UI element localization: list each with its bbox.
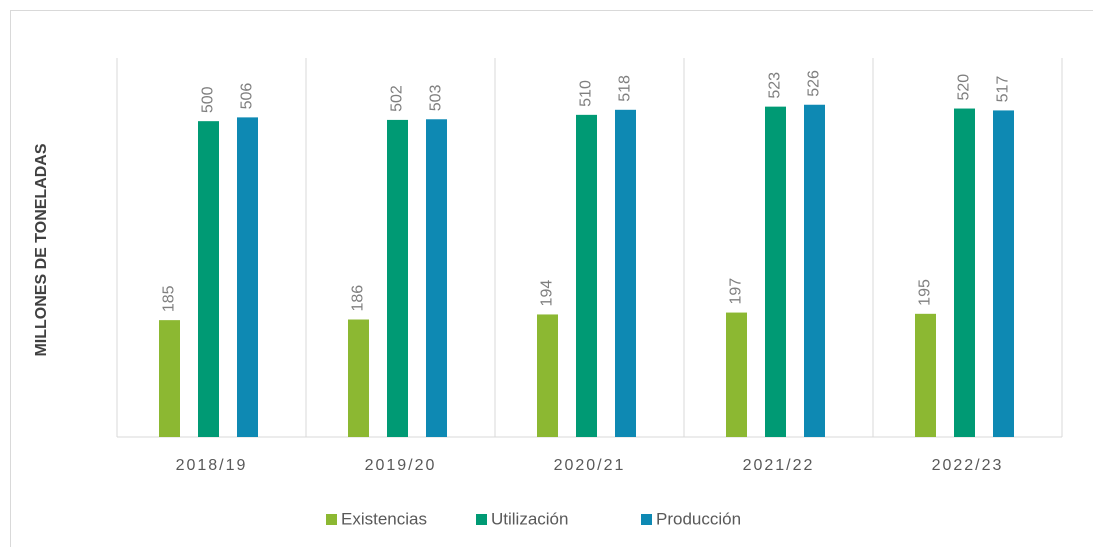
bar <box>537 314 558 437</box>
bar <box>993 110 1014 437</box>
bar <box>576 114 597 437</box>
data-label: 517 <box>995 76 1012 103</box>
data-label: 506 <box>239 83 256 110</box>
bar <box>237 117 258 438</box>
x-tick-label: 2022/23 <box>932 457 1004 474</box>
legend-swatch <box>326 514 337 525</box>
chart-frame <box>10 10 1093 547</box>
bar <box>387 119 408 438</box>
bar <box>198 121 219 438</box>
legend-label: Utilización <box>491 509 568 528</box>
legend-label: Producción <box>656 509 741 528</box>
bar <box>954 108 975 438</box>
data-label: 526 <box>806 70 823 97</box>
bar <box>426 119 447 437</box>
data-label: 510 <box>578 80 595 107</box>
data-label: 194 <box>539 280 556 307</box>
bar <box>804 104 825 437</box>
legend-swatch <box>476 514 487 525</box>
bar <box>615 109 636 438</box>
bar <box>765 106 786 437</box>
bar <box>726 312 747 437</box>
data-label: 195 <box>917 279 934 306</box>
data-label: 186 <box>350 285 367 312</box>
x-tick-label: 2019/20 <box>365 457 437 474</box>
legend-swatch <box>641 514 652 525</box>
bar <box>348 319 369 437</box>
bar <box>159 320 180 437</box>
data-label: 197 <box>728 278 745 305</box>
x-tick-label: 2020/21 <box>554 457 626 474</box>
data-label: 523 <box>767 72 784 99</box>
data-label: 518 <box>617 75 634 102</box>
data-label: 500 <box>200 86 217 113</box>
data-label: 185 <box>161 285 178 312</box>
x-tick-label: 2018/19 <box>176 457 248 474</box>
bar <box>915 313 936 437</box>
x-tick-label: 2021/22 <box>743 457 815 474</box>
data-label: 520 <box>956 74 973 101</box>
y-axis-label: MILLONES DE TONELADAS <box>33 143 50 356</box>
data-label: 502 <box>389 85 406 112</box>
legend-label: Existencias <box>341 509 427 528</box>
data-label: 503 <box>428 84 445 111</box>
